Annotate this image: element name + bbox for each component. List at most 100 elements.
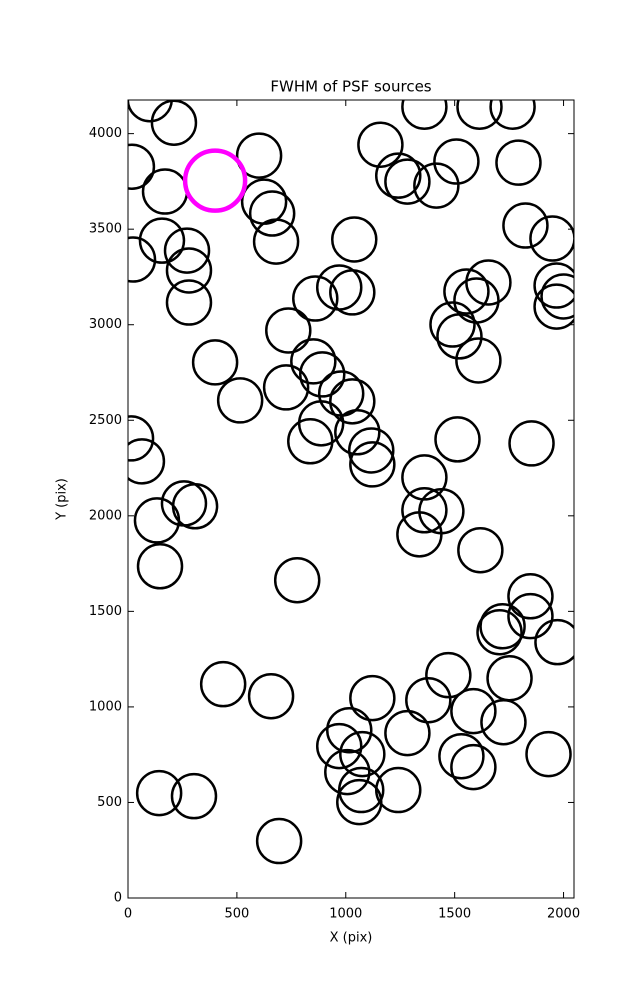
source-circle: [443, 268, 490, 315]
source-circle: [434, 416, 481, 463]
source-circle: [525, 730, 572, 778]
source-circle: [235, 132, 283, 179]
source-circle: [265, 307, 312, 354]
source-circle: [534, 618, 574, 666]
y-tick-label: 2000: [89, 508, 122, 523]
source-circle: [163, 227, 211, 274]
source-circle: [292, 275, 339, 322]
source-circle: [128, 143, 156, 190]
source-circle: [508, 420, 555, 467]
source-circle: [375, 152, 422, 199]
source-circle: [396, 511, 443, 558]
source-circle: [128, 415, 155, 462]
source-circle: [476, 608, 523, 656]
source-circle: [165, 247, 213, 294]
plot-area: [128, 100, 574, 865]
source-circle: [334, 409, 381, 456]
source-circle: [429, 301, 476, 348]
x-tick-label: 2000: [547, 907, 580, 922]
source-circle: [495, 139, 542, 186]
source-circle: [326, 706, 373, 754]
source-circle: [191, 339, 239, 386]
source-circle: [170, 772, 218, 820]
source-circle: [182, 148, 248, 213]
source-circle: [339, 730, 386, 778]
source-circle: [425, 651, 472, 699]
source-circle: [413, 162, 460, 209]
source-circle: [480, 698, 527, 746]
source-circle: [287, 418, 334, 465]
source-circle: [329, 269, 376, 316]
source-circle: [529, 215, 574, 262]
source-circle: [255, 817, 303, 865]
source-circle: [533, 283, 574, 330]
y-tick-label: 500: [97, 795, 122, 810]
chart-title: FWHM of PSF sources: [270, 78, 431, 96]
source-circle: [337, 766, 385, 814]
x-tick-label: 1000: [329, 907, 362, 922]
source-circle: [324, 748, 371, 796]
y-tick-label: 3500: [89, 222, 122, 237]
source-circle: [252, 218, 300, 265]
source-circle: [199, 660, 247, 708]
source-circle: [329, 378, 376, 425]
source-circle: [262, 364, 310, 411]
source-circle: [348, 427, 395, 474]
y-tick-label: 3000: [89, 317, 122, 332]
source-circle: [128, 438, 166, 485]
source-circle: [150, 100, 198, 146]
source-circle: [165, 279, 213, 326]
source-circle: [405, 676, 452, 724]
source-circle: [457, 526, 504, 574]
source-circle: [384, 158, 431, 205]
y-axis-label: Y (pix): [55, 478, 70, 521]
source-circle: [375, 766, 422, 814]
source-circle: [357, 121, 404, 168]
source-circle: [138, 217, 186, 264]
source-circle: [136, 543, 184, 590]
y-tick-label: 2500: [89, 413, 122, 428]
y-tick-label: 4000: [89, 126, 122, 141]
source-circle: [128, 236, 157, 283]
source-circle: [533, 262, 574, 309]
source-circle: [247, 672, 295, 720]
y-tick-label: 1500: [89, 604, 122, 619]
x-tick-label: 0: [124, 907, 132, 922]
source-circle: [133, 497, 181, 544]
source-circle: [436, 313, 483, 360]
plot-frame: [127, 99, 575, 899]
source-circle: [216, 377, 264, 424]
source-circle: [540, 273, 574, 320]
x-tick-label: 1500: [438, 907, 471, 922]
source-circle: [507, 573, 554, 620]
source-circle: [507, 592, 554, 640]
source-circle: [349, 674, 396, 722]
source-circle: [433, 138, 480, 185]
source-circle: [401, 454, 448, 501]
source-circle: [450, 743, 497, 791]
source-circle: [315, 722, 363, 770]
source-circle: [248, 190, 296, 237]
source-circle: [401, 100, 448, 130]
x-axis-label: X (pix): [330, 931, 373, 946]
source-circle: [401, 487, 448, 534]
source-circle: [456, 100, 503, 130]
y-tick-label: 0: [114, 891, 122, 906]
source-circle: [128, 100, 174, 123]
source-circle: [135, 769, 183, 817]
source-circle: [489, 100, 536, 130]
x-tick-label: 500: [224, 907, 249, 922]
source-circle: [450, 687, 497, 735]
source-circle: [299, 351, 346, 398]
source-circle: [438, 732, 485, 780]
source-circle: [465, 259, 512, 306]
source-circle: [384, 709, 431, 757]
source-circle: [331, 216, 378, 263]
source-circle: [502, 202, 549, 249]
source-circle: [455, 337, 502, 384]
source-circle: [479, 603, 526, 650]
source-circle: [349, 441, 396, 488]
source-circle: [290, 338, 337, 385]
